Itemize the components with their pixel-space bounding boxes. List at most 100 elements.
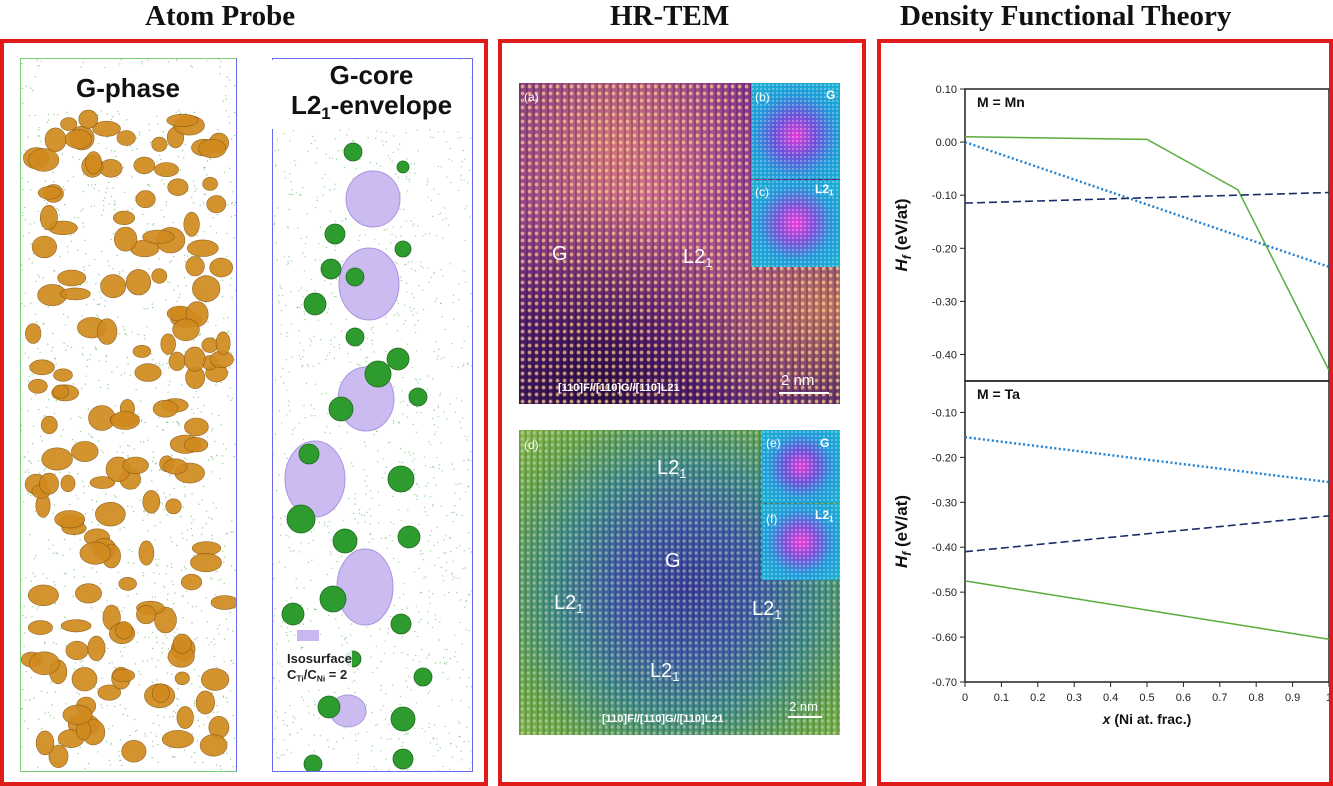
matrix-atom: [120, 59, 122, 61]
matrix-atom: [140, 420, 143, 422]
matrix-atom: [74, 441, 77, 443]
matrix-atom: [439, 621, 441, 623]
g-phase-precipitate: [199, 734, 228, 757]
matrix-atom: [415, 702, 417, 704]
matrix-atom: [65, 572, 68, 574]
matrix-atom: [318, 689, 320, 692]
g-phase-precipitate: [167, 178, 189, 196]
g-phase-precipitate: [187, 239, 219, 257]
matrix-atom: [290, 290, 292, 293]
matrix-atom: [465, 491, 467, 493]
matrix-atom: [310, 404, 312, 406]
g-phase-precipitate: [53, 368, 73, 382]
matrix-atom: [274, 150, 277, 152]
matrix-atom: [422, 559, 425, 561]
matrix-atom: [232, 531, 234, 533]
matrix-atom: [93, 187, 96, 189]
matrix-atom: [419, 378, 421, 381]
matrix-atom: [183, 157, 185, 159]
matrix-atom: [431, 503, 434, 506]
matrix-atom: [27, 727, 29, 730]
matrix-atom: [305, 236, 308, 238]
matrix-atom: [62, 429, 64, 431]
g-phase-precipitate: [154, 606, 177, 634]
matrix-atom: [357, 732, 360, 735]
matrix-atom: [234, 202, 236, 204]
matrix-atom: [289, 705, 291, 707]
matrix-atom: [376, 431, 378, 433]
matrix-atom: [329, 432, 331, 435]
matrix-atom: [144, 733, 146, 735]
matrix-atom: [405, 263, 407, 265]
matrix-atom: [432, 215, 434, 218]
matrix-atom: [154, 525, 156, 527]
matrix-atom: [39, 351, 41, 354]
matrix-atom: [308, 712, 310, 714]
matrix-atom: [44, 641, 46, 643]
hrtem-bottom-l21-left: L21: [554, 592, 584, 616]
matrix-atom: [183, 457, 186, 459]
matrix-atom: [460, 179, 462, 181]
g-phase-precipitate: [87, 635, 106, 662]
matrix-atom: [345, 318, 347, 321]
matrix-atom: [44, 517, 47, 519]
matrix-atom: [425, 485, 427, 487]
matrix-atom: [203, 404, 205, 407]
matrix-atom: [65, 349, 67, 352]
matrix-atom: [119, 651, 122, 653]
matrix-atom: [212, 336, 214, 339]
matrix-atom: [180, 384, 183, 386]
matrix-atom: [402, 583, 405, 585]
matrix-atom: [471, 365, 472, 367]
dft-panel-ta: -0.10-0.20-0.30-0.40-0.50-0.60-0.70M = T…: [892, 380, 1329, 689]
matrix-atom: [319, 226, 321, 228]
matrix-atom: [210, 641, 213, 643]
matrix-atom: [430, 199, 433, 201]
matrix-atom: [234, 111, 236, 114]
matrix-atom: [160, 209, 163, 211]
matrix-atom: [86, 359, 89, 361]
matrix-atom: [397, 176, 400, 178]
matrix-atom: [136, 729, 138, 732]
matrix-atom: [448, 591, 450, 594]
matrix-atom: [161, 429, 164, 431]
y-tick-label: -0.20: [932, 243, 957, 255]
g-phase-precipitate: [112, 668, 136, 683]
matrix-atom: [418, 660, 421, 663]
matrix-atom: [470, 137, 472, 139]
g-phase-precipitate: [60, 474, 76, 493]
matrix-atom: [372, 343, 374, 345]
matrix-atom: [216, 705, 218, 707]
matrix-atom: [82, 354, 84, 357]
g-core-precipitate: [303, 292, 327, 316]
matrix-atom: [385, 537, 388, 539]
matrix-atom: [464, 158, 466, 160]
matrix-atom: [187, 255, 189, 257]
matrix-atom: [21, 87, 24, 90]
matrix-atom: [433, 466, 435, 468]
matrix-atom: [273, 677, 276, 680]
matrix-atom: [333, 357, 336, 359]
matrix-atom: [155, 558, 157, 561]
matrix-atom: [276, 643, 278, 645]
matrix-atom: [344, 166, 346, 169]
matrix-atom: [128, 445, 131, 447]
series-line-solid: [964, 136, 1329, 371]
g-core-precipitate: [319, 585, 347, 613]
matrix-atom: [104, 299, 106, 302]
matrix-atom: [83, 269, 86, 271]
matrix-atom: [306, 705, 309, 707]
matrix-atom: [52, 552, 55, 554]
matrix-atom: [335, 296, 337, 298]
matrix-atom: [344, 217, 347, 219]
matrix-atom: [412, 423, 415, 426]
matrix-atom: [369, 161, 371, 164]
matrix-atom: [430, 530, 433, 532]
matrix-atom: [437, 405, 440, 407]
matrix-atom: [104, 305, 106, 307]
matrix-atom: [351, 139, 354, 142]
matrix-atom: [285, 632, 287, 634]
matrix-atom: [386, 228, 388, 230]
matrix-atom: [146, 326, 148, 328]
matrix-atom: [154, 582, 156, 584]
